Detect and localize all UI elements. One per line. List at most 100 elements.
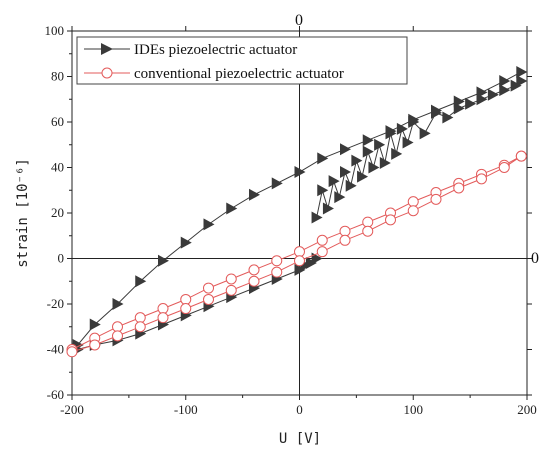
y-axis-title: strain [10⁻⁶] xyxy=(15,158,31,268)
y-tick-label: 100 xyxy=(45,23,65,38)
data-point xyxy=(351,154,363,167)
data-point xyxy=(203,282,214,294)
data-point xyxy=(311,211,323,224)
data-point xyxy=(339,234,351,246)
data-point xyxy=(453,182,465,194)
data-point xyxy=(158,254,169,267)
data-point xyxy=(357,170,369,183)
data-point xyxy=(476,93,488,106)
legend-item-conventional: conventional piezoelectric actuator xyxy=(84,66,344,82)
data-point xyxy=(225,273,237,285)
data-point xyxy=(498,162,510,173)
data-point xyxy=(465,97,477,110)
data-point xyxy=(203,218,215,231)
data-point xyxy=(294,255,305,267)
data-point xyxy=(430,193,442,205)
data-point xyxy=(225,284,237,296)
data-point xyxy=(203,293,214,305)
data-point xyxy=(510,79,522,92)
data-point xyxy=(112,330,123,342)
legend-conventional-marker xyxy=(101,67,113,79)
data-point xyxy=(419,127,431,140)
data-point xyxy=(374,138,386,151)
data-point xyxy=(340,166,351,179)
data-point xyxy=(249,188,260,201)
data-point xyxy=(391,147,403,160)
data-point xyxy=(379,156,391,169)
data-point xyxy=(135,275,147,288)
legend-conventional-label: conventional piezoelectric actuator xyxy=(134,66,344,82)
x-tick-label: -200 xyxy=(60,402,84,417)
y-tick-label: 20 xyxy=(51,205,64,220)
data-point xyxy=(112,321,123,333)
data-point xyxy=(385,214,396,226)
x-axis-ticks: -200 -100 0 100 200 xyxy=(60,26,537,417)
data-point xyxy=(248,264,260,276)
data-point xyxy=(89,339,101,351)
x-tick-label: -100 xyxy=(174,402,198,417)
data-point xyxy=(362,225,374,237)
horizontal-zero-axis-label: 0 xyxy=(531,250,539,267)
data-point xyxy=(180,303,192,315)
legend-item-ides: IDEs piezoelectric actuator xyxy=(84,42,297,58)
data-point xyxy=(362,145,374,158)
data-point xyxy=(271,255,283,267)
series-0-line xyxy=(316,80,522,218)
y-tick-label: -40 xyxy=(47,342,64,357)
x-tick-label: 200 xyxy=(517,402,537,417)
y-tick-label: -20 xyxy=(47,296,64,311)
data-point xyxy=(407,196,419,208)
legend-ides-label: IDEs piezoelectric actuator xyxy=(134,42,297,58)
data-point xyxy=(226,202,238,215)
data-point xyxy=(499,75,511,88)
data-point xyxy=(311,252,323,265)
data-point xyxy=(271,266,283,278)
data-point xyxy=(402,136,414,149)
y-tick-label: -60 xyxy=(47,387,64,402)
data-point xyxy=(368,161,380,174)
data-point xyxy=(476,173,487,185)
x-axis-title: U [V] xyxy=(279,431,321,447)
data-point xyxy=(442,111,454,124)
zero-axes xyxy=(72,31,527,395)
data-point xyxy=(322,202,334,215)
data-point xyxy=(157,312,169,324)
data-point xyxy=(334,191,346,204)
data-point xyxy=(362,134,374,147)
y-tick-label: 40 xyxy=(51,160,64,175)
data-point xyxy=(316,234,328,246)
y-tick-label: 0 xyxy=(58,251,65,266)
data-point xyxy=(339,225,351,237)
data-point xyxy=(345,179,357,192)
data-point xyxy=(362,216,374,228)
data-point xyxy=(294,166,306,179)
data-point xyxy=(248,275,260,287)
data-point xyxy=(453,102,465,115)
data-point xyxy=(180,236,192,249)
data-point xyxy=(134,321,146,333)
legend: IDEs piezoelectric actuator conventional… xyxy=(76,36,408,85)
data-point xyxy=(316,246,328,258)
x-tick-label: 0 xyxy=(296,402,303,417)
data-point xyxy=(516,65,528,78)
x-tick-label: 100 xyxy=(404,402,424,417)
legend-ides-marker xyxy=(101,43,113,55)
data-point xyxy=(317,152,329,165)
data-point xyxy=(340,143,351,156)
data-point xyxy=(294,263,306,276)
data-point xyxy=(112,298,124,310)
data-point xyxy=(431,106,442,119)
data-point xyxy=(294,246,305,258)
y-tick-label: 60 xyxy=(51,114,64,129)
y-tick-label: 80 xyxy=(51,69,64,84)
data-point xyxy=(499,84,511,97)
data-point xyxy=(89,318,101,331)
data-point xyxy=(317,184,329,197)
data-point xyxy=(157,303,169,315)
series-layer xyxy=(66,65,528,358)
data-point xyxy=(180,293,192,305)
data-point xyxy=(328,175,340,188)
data-point xyxy=(134,312,146,324)
data-point xyxy=(515,150,527,162)
